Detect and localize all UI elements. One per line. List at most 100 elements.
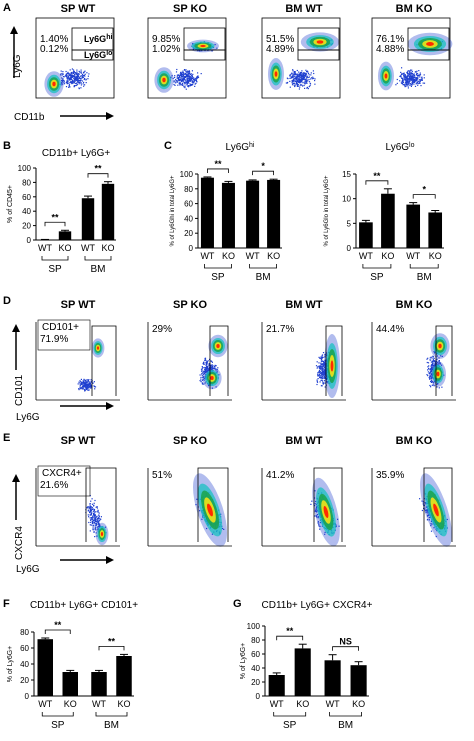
facs-event-dot	[85, 383, 87, 385]
facs-event-dot	[405, 76, 407, 78]
facs-event-dot	[195, 82, 197, 84]
facs-event-dot	[178, 78, 180, 80]
facs-event-dot	[306, 77, 308, 79]
facs-event-dot	[93, 502, 95, 504]
facs-event-dot	[430, 380, 432, 382]
facs-event-dot	[300, 80, 302, 82]
facs-event-dot	[319, 357, 321, 359]
facs-event-dot	[189, 83, 191, 85]
facs-event-dot	[88, 73, 90, 75]
facs-event-dot	[189, 84, 192, 86]
facs-event-dot	[78, 70, 80, 72]
facs-event-dot	[430, 378, 432, 380]
row-d-facs: CD101 Ly6G SP WT SP KO BM WT BM KO 71.9% 29% 2…	[12, 299, 456, 423]
facs-event-dot	[67, 72, 69, 74]
facs-event-dot	[79, 386, 81, 388]
facs-event-dot	[71, 76, 73, 78]
facs-event-dot	[74, 80, 76, 83]
facs-event-dot	[417, 73, 419, 75]
facs-event-dot	[321, 367, 324, 370]
facs-event-dot	[296, 80, 298, 82]
facs-event-dot	[432, 364, 434, 366]
facs-event-dot	[411, 75, 413, 77]
facs-event-dot	[425, 512, 427, 514]
facs-event-dot	[183, 69, 186, 71]
facs-event-dot	[191, 76, 193, 78]
facs-event-dot	[76, 77, 79, 79]
density-peak	[210, 376, 214, 380]
facs-event-dot	[79, 80, 81, 82]
facs-event-dot	[179, 82, 181, 84]
facs-event-dot	[406, 84, 409, 86]
y-axis-label: % of Ly6G+	[7, 646, 14, 683]
facs-event-dot	[289, 75, 291, 77]
facs-event-dot	[321, 360, 323, 362]
facs-event-dot	[202, 376, 204, 378]
facs-event-dot	[433, 360, 435, 362]
facs-event-dot	[206, 363, 208, 366]
facs-event-dot	[206, 366, 208, 368]
facs-event-dot	[187, 81, 189, 84]
facs-event-dot	[321, 357, 323, 359]
facs-event-dot	[305, 75, 307, 77]
facs-event-dot	[62, 80, 64, 82]
facs-event-dot	[321, 372, 323, 375]
facs-event-dot	[208, 369, 210, 371]
facs-event-dot	[296, 69, 298, 72]
facs-event-dot	[409, 84, 411, 86]
facs-event-dot	[187, 71, 189, 73]
facs-event-dot	[93, 525, 95, 527]
facs-event-dot	[211, 366, 214, 368]
facs-event-dot	[66, 77, 68, 79]
facs-event-dot	[97, 518, 99, 520]
facs-event-dot	[407, 81, 409, 83]
facs-event-dot	[85, 379, 87, 381]
facs-event-dot	[84, 84, 86, 86]
facs-event-dot	[208, 385, 210, 387]
gate-hi-label-sup: hi	[106, 34, 112, 41]
row-a-facs: Ly6G CD11b SP WT SP KO BM WT BM KO 1.40%0.12…	[10, 3, 453, 123]
facs-event-dot	[176, 74, 178, 76]
facs-event-dot	[96, 521, 98, 523]
facs-event-dot	[186, 78, 188, 80]
row-d-plots: SP WT SP KO BM WT BM KO 71.9% 29% 21.7% 44.4% CD…	[35, 299, 456, 401]
density-peak	[162, 77, 166, 83]
facs-event-dot	[93, 513, 95, 515]
facs-event-dot	[74, 72, 76, 74]
facs-event-dot	[302, 85, 304, 87]
facs-event-dot	[81, 385, 84, 387]
facs-event-dot	[82, 388, 84, 390]
significance-label: **	[94, 164, 102, 174]
facs-event-dot	[408, 79, 410, 81]
group-label: BM	[338, 720, 353, 731]
gate-percent: 35.9%	[376, 470, 404, 481]
facs-event-dot	[213, 367, 215, 370]
facs-event-dot	[193, 78, 195, 80]
facs-event-dot	[83, 381, 86, 383]
facs-event-dot	[318, 525, 320, 527]
facs-event-dot	[81, 75, 83, 77]
significance-bracket	[44, 221, 66, 227]
facs-event-dot	[314, 80, 316, 82]
gate-hi-percent: 9.85%	[152, 34, 180, 45]
facs-event-dot	[204, 369, 206, 372]
facs-event-dot	[182, 75, 184, 77]
facs-event-dot	[416, 74, 418, 76]
facs-event-dot	[419, 79, 421, 81]
facs-event-dot	[194, 83, 196, 85]
facs-event-dot	[187, 85, 189, 87]
facs-event-dot	[293, 71, 295, 73]
y-tick-label: 60	[22, 193, 31, 202]
facs-event-dot	[305, 74, 307, 76]
facs-event-dot	[203, 377, 205, 379]
facs-event-dot	[321, 365, 323, 367]
facs-event-dot	[403, 72, 405, 74]
facs-event-dot	[424, 508, 426, 510]
x-tick-label: WT	[270, 699, 284, 709]
facs-event-dot	[70, 75, 73, 77]
facs-event-dot	[312, 76, 314, 78]
facs-event-dot	[404, 81, 406, 83]
facs-event-dot	[313, 77, 315, 79]
facs-event-dot	[323, 371, 325, 373]
facs-event-dot	[300, 75, 302, 77]
